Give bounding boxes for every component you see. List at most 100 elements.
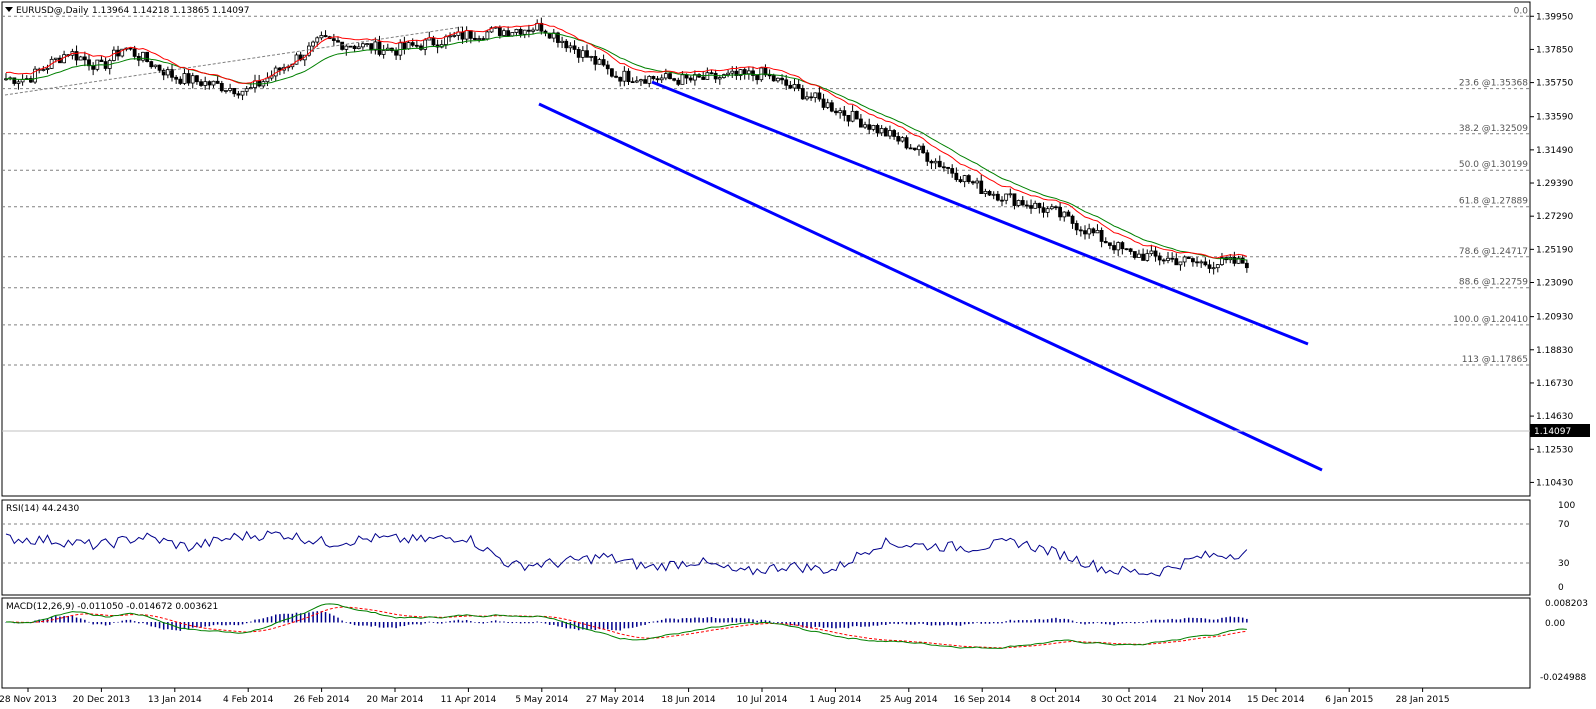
price-tick-label: 1.29390 <box>1536 179 1573 189</box>
candle-body <box>854 110 859 120</box>
candle-body <box>1182 256 1187 263</box>
candle-body <box>676 79 681 85</box>
candle-body <box>1186 256 1191 259</box>
price-tick-label: 1.10430 <box>1536 478 1573 488</box>
moving-averages <box>5 22 1248 261</box>
candle-body <box>452 35 457 37</box>
candle-body <box>352 45 357 49</box>
candle-body <box>1207 264 1212 269</box>
candle-body <box>1029 205 1033 209</box>
time-tick-label: 13 Jan 2014 <box>148 695 202 705</box>
candle-body <box>825 102 830 108</box>
candle-body <box>1132 251 1137 258</box>
candle-body <box>369 43 374 51</box>
candle-body <box>1128 248 1133 252</box>
candle-body <box>1004 193 1009 201</box>
candle-body <box>800 88 805 100</box>
candle-body <box>99 59 104 63</box>
candle-body <box>834 110 838 114</box>
candle-body <box>817 92 822 100</box>
candle-body <box>796 84 801 89</box>
candle-body <box>170 69 174 78</box>
candle-body <box>473 37 477 40</box>
candle-body <box>468 30 473 39</box>
candle-body <box>307 45 311 56</box>
macd-signal-line <box>5 606 1247 649</box>
candle-body <box>850 110 855 122</box>
price-tick-label: 1.25190 <box>1536 245 1573 255</box>
candle-body <box>863 124 867 128</box>
candle-body <box>593 56 598 65</box>
candle-body <box>443 36 448 45</box>
candle-body <box>406 42 411 50</box>
time-tick-label: 20 Mar 2014 <box>366 695 423 705</box>
candle-body <box>87 59 91 67</box>
candle-body <box>1170 257 1175 260</box>
candle-body <box>900 137 905 142</box>
candle-body <box>655 78 660 81</box>
candle-body <box>1099 230 1104 242</box>
candle-body <box>1108 242 1112 246</box>
fib-level-label: 0.0 <box>1514 6 1529 16</box>
candle-body <box>991 193 996 196</box>
candle-body <box>1203 261 1208 266</box>
candle-body <box>605 64 610 70</box>
candle-body <box>958 179 963 183</box>
candle-body <box>1033 202 1038 209</box>
candle-body <box>1166 257 1170 261</box>
candle-body <box>763 67 768 76</box>
candle-body <box>1066 211 1071 217</box>
candle-body <box>190 75 195 84</box>
candle-body <box>28 78 33 83</box>
candle-body <box>161 69 166 76</box>
candle-body <box>717 77 722 80</box>
candle-body <box>348 45 353 48</box>
macd-tick-bottom: -0.024988 <box>1540 673 1586 683</box>
collapse-triangle-icon[interactable] <box>5 7 13 12</box>
current-price-badge <box>1530 424 1590 437</box>
candle-body <box>165 69 170 76</box>
candle-body <box>780 77 784 81</box>
candle-body <box>917 145 921 151</box>
candle-body <box>1149 250 1154 255</box>
rsi-tick-70: 70 <box>1558 520 1570 530</box>
candle-body <box>663 73 668 79</box>
candle-body <box>995 193 1000 201</box>
candle-body <box>867 124 872 130</box>
fib-level-label: 38.2 @1.32509 <box>1459 124 1528 134</box>
candle-body <box>688 77 693 81</box>
price-tick-label: 1.27290 <box>1536 212 1573 222</box>
candle-body <box>1045 208 1050 213</box>
candle-body <box>829 102 834 112</box>
candle-body <box>157 64 162 71</box>
candle-body <box>1020 200 1025 206</box>
price-tick-label: 1.23090 <box>1536 279 1573 289</box>
candle-body <box>527 29 531 32</box>
fib-level-label: 88.6 @1.22759 <box>1459 278 1528 288</box>
macd-tick-zero: 0.00 <box>1545 619 1565 629</box>
time-tick-label: 20 Dec 2013 <box>73 695 131 705</box>
candle-body <box>510 32 515 37</box>
candle-body <box>614 75 618 78</box>
candle-body <box>842 110 847 116</box>
candle-body <box>954 172 959 180</box>
time-tick-label: 10 Jul 2014 <box>737 695 788 705</box>
candle-body <box>1116 242 1121 251</box>
candle-body <box>937 160 942 168</box>
rsi-label: RSI(14) 44.2430 <box>6 504 79 514</box>
macd-main-line <box>5 603 1247 649</box>
candle-body <box>1191 258 1195 263</box>
candle-body <box>518 29 523 35</box>
channel-upper-line <box>651 80 1309 346</box>
candle-body <box>1041 207 1046 213</box>
time-tick-label: 30 Oct 2014 <box>1101 695 1157 705</box>
candle-body <box>589 56 594 58</box>
candle-body <box>460 31 465 40</box>
candle-body <box>120 48 125 57</box>
candle-body <box>925 152 930 162</box>
candle-body <box>182 73 187 84</box>
candle-body <box>726 72 730 76</box>
candle-body <box>751 70 755 76</box>
candle-body <box>668 73 672 80</box>
candle-body <box>950 168 955 174</box>
